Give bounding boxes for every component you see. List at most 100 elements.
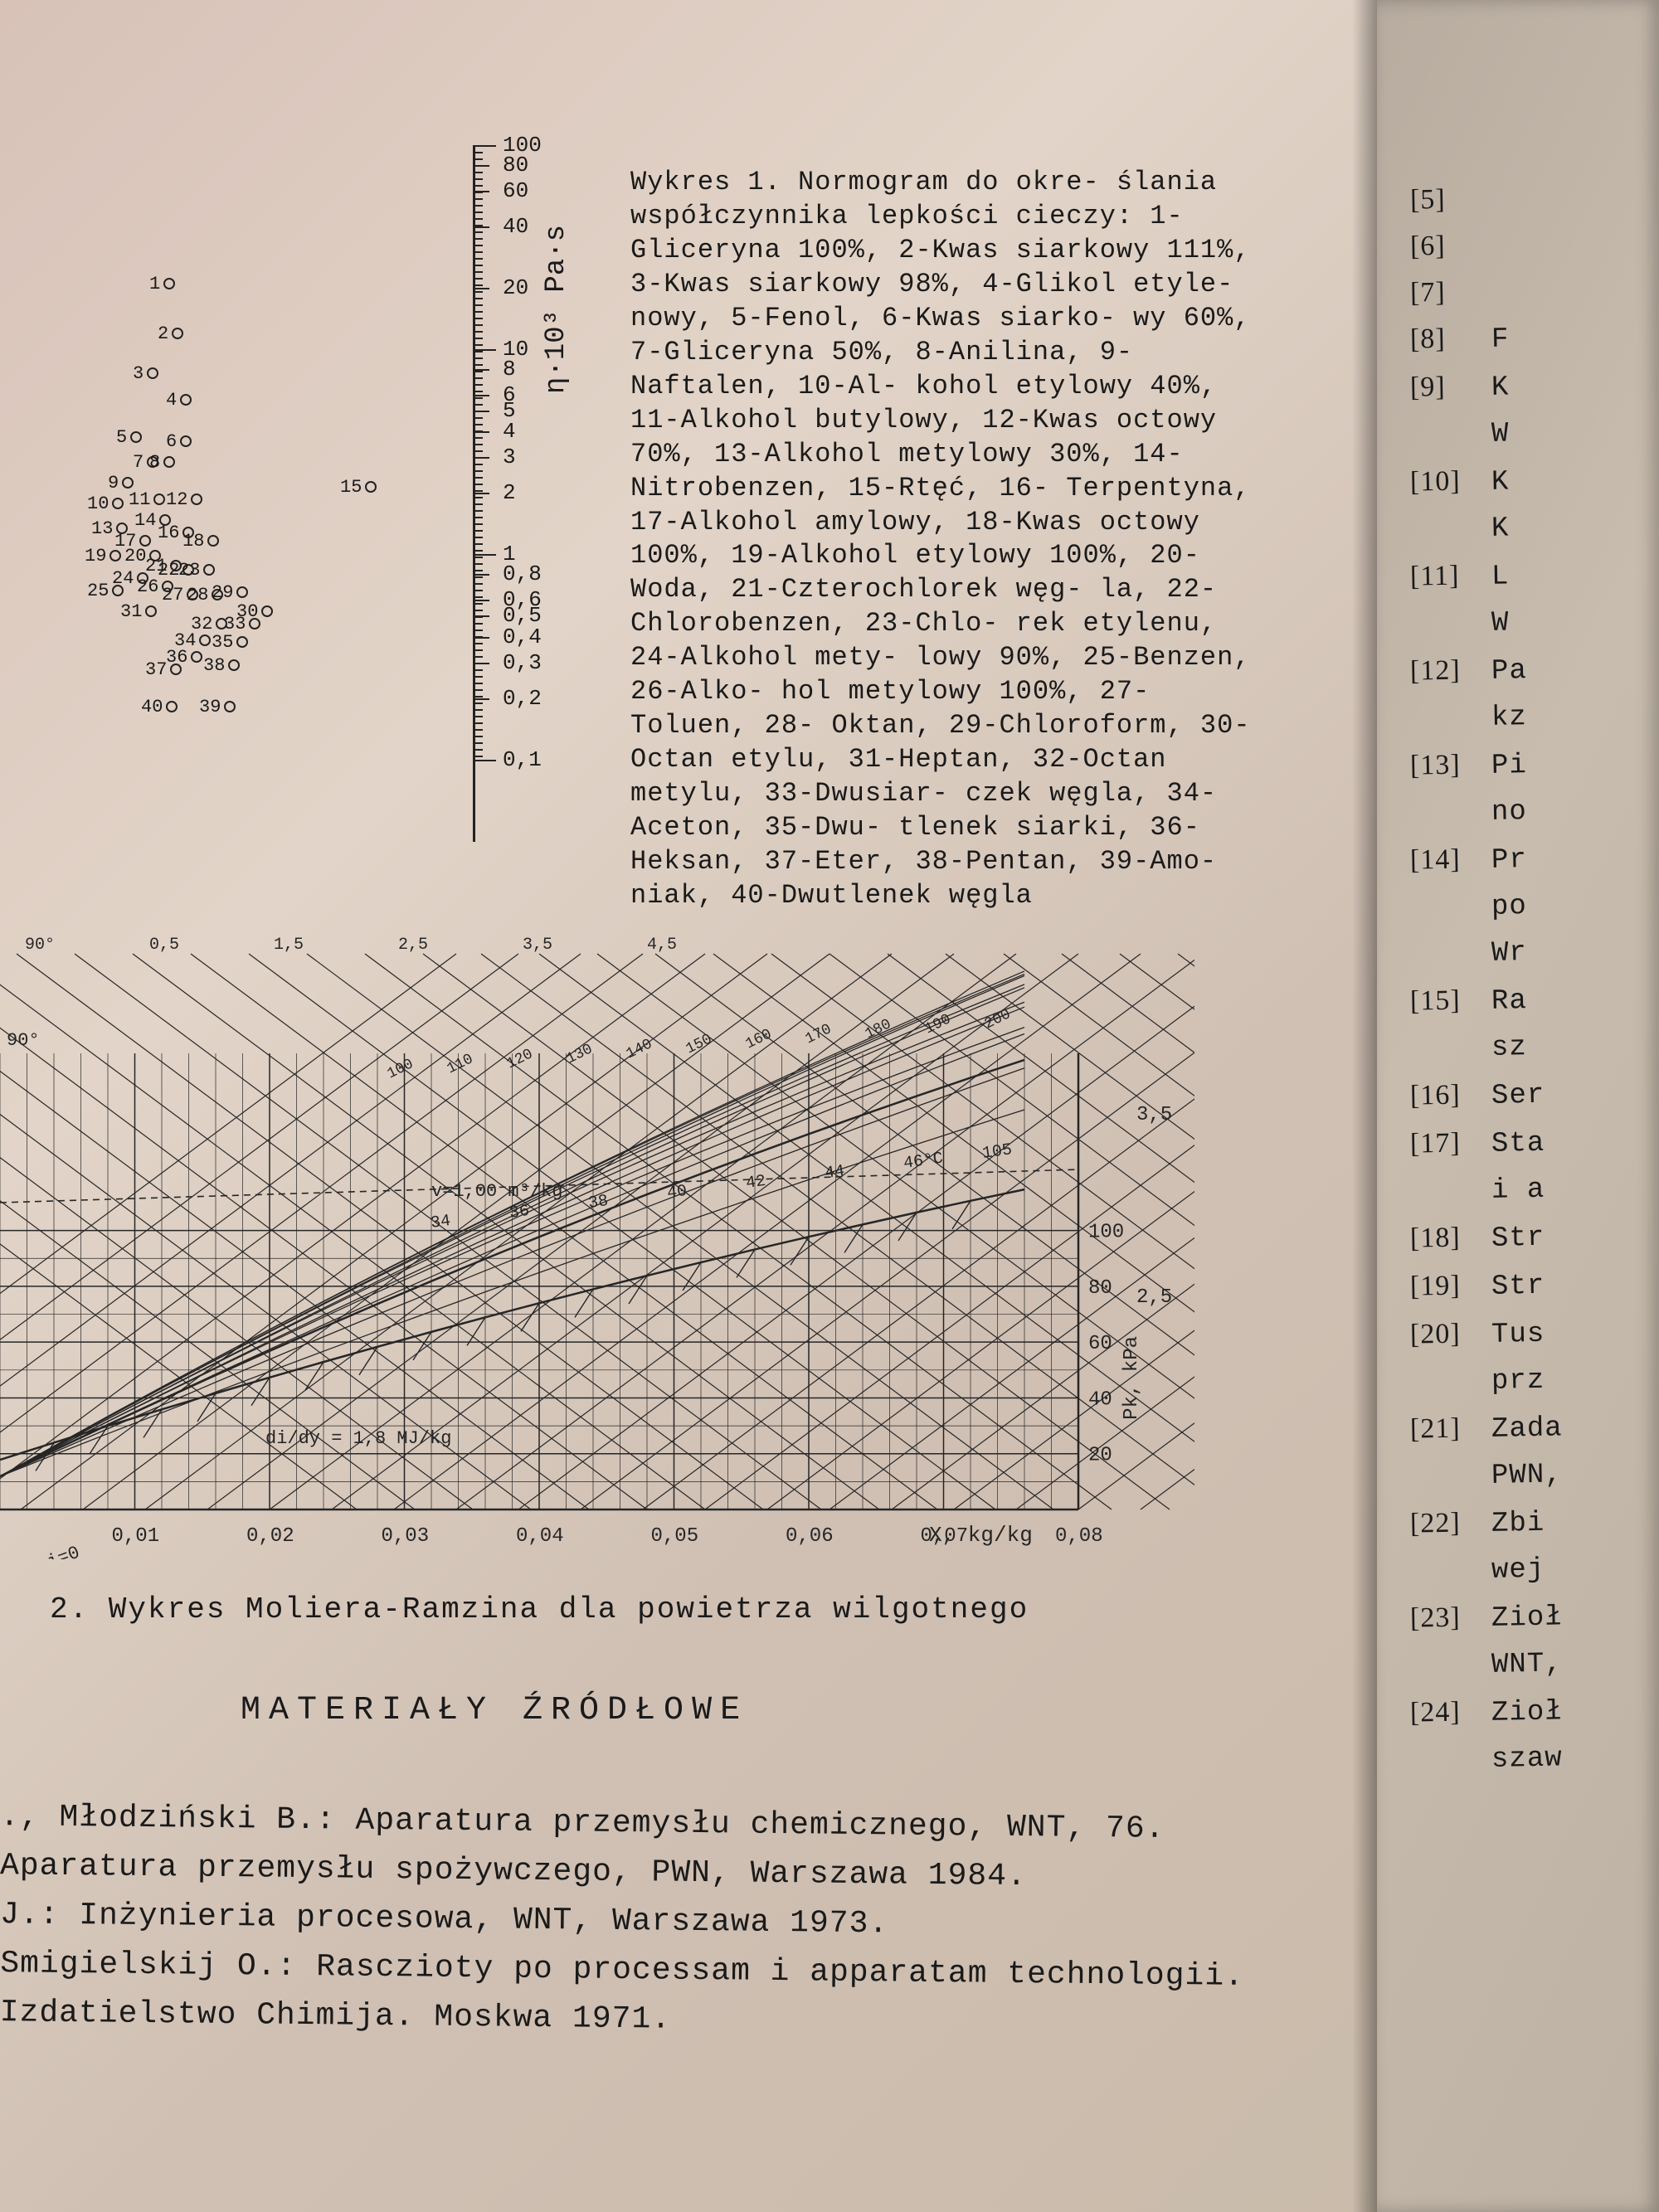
viscosity-tick	[473, 554, 496, 556]
reference-number: [20]	[1410, 1318, 1477, 1350]
figure1-body: ślania współczynnika lepkości cieczy: 1-…	[630, 167, 1251, 911]
scatter-point: 25	[87, 581, 124, 601]
svg-text:2,5: 2,5	[1136, 1286, 1172, 1309]
scatter-point: 15	[340, 477, 377, 498]
reference-number: [24]	[1410, 1696, 1477, 1728]
reference-text-fragment: PWN,	[1491, 1459, 1563, 1491]
reference-number: [19]	[1410, 1270, 1477, 1302]
reference-row: [9]K	[1410, 367, 1659, 405]
reference-number: [17]	[1410, 1127, 1477, 1159]
reference-text-fragment: Zada	[1491, 1412, 1563, 1445]
reference-row: [23]Zioł	[1410, 1598, 1659, 1636]
reference-number: [5]	[1410, 183, 1477, 216]
svg-text:140: 140	[624, 1036, 655, 1062]
figure1-description: Wykres 1. Normogram do okre- ślania wspó…	[630, 166, 1261, 913]
reference-text-fragment: Ser	[1491, 1080, 1545, 1112]
reference-row: wej	[1410, 1552, 1659, 1587]
reference-row: [24]Zioł	[1410, 1693, 1659, 1730]
reference-text-fragment: WNT,	[1491, 1648, 1563, 1680]
svg-text:150: 150	[684, 1031, 715, 1057]
svg-text:105: 105	[981, 1140, 1014, 1164]
reference-text-fragment: Str	[1491, 1271, 1545, 1303]
svg-text:0,05: 0,05	[651, 1525, 699, 1548]
viscosity-tick	[473, 600, 489, 601]
reference-row: [14]Pr	[1410, 840, 1659, 878]
reference-row: [15]Ra	[1410, 981, 1659, 1018]
scatter-point: 38	[203, 655, 240, 676]
svg-text:36: 36	[508, 1202, 531, 1223]
reference-number	[1410, 630, 1477, 631]
reference-number	[1410, 536, 1477, 537]
svg-text:60: 60	[1088, 1333, 1112, 1355]
scatter-point: 4	[166, 390, 192, 411]
reference-row: W	[1410, 605, 1659, 640]
reference-row: K	[1410, 510, 1659, 546]
svg-text:0,5: 0,5	[149, 936, 179, 955]
reference-text-fragment: K	[1491, 513, 1510, 545]
reference-number	[1410, 1388, 1477, 1389]
reference-number	[1410, 1672, 1477, 1673]
reference-number	[1410, 819, 1477, 820]
svg-text:46°C: 46°C	[902, 1149, 945, 1173]
svg-text:0,04: 0,04	[516, 1525, 564, 1548]
figure2-caption: 2. Wykres Moliera-Ramzina dla powietrza …	[50, 1592, 1029, 1626]
svg-text:X, kg/kg: X, kg/kg	[929, 1523, 1033, 1548]
viscosity-tick	[473, 698, 489, 700]
reference-row: [7]	[1410, 273, 1659, 309]
svg-text:di/dy = 1,8 MJ/kg: di/dy = 1,8 MJ/kg	[265, 1428, 451, 1449]
viscosity-unit-label: η·10³ Pa·s	[541, 225, 572, 394]
reference-text-fragment: Pa	[1491, 655, 1527, 688]
svg-text:0,01: 0,01	[112, 1525, 160, 1548]
reference-text-fragment: Zbi	[1491, 1508, 1545, 1540]
reference-row: W	[1410, 416, 1659, 451]
figure1-title: Wykres 1. Normogram do okre-	[630, 167, 1100, 197]
reference-row: [8]F	[1410, 319, 1659, 357]
mollier-svg: 0,010,020,030,040,050,060,070,0820406080…	[0, 904, 1194, 1559]
viscosity-tick-label: 2	[503, 480, 516, 505]
reference-number: [22]	[1410, 1507, 1477, 1539]
scatter-point: 12	[166, 489, 202, 510]
svg-text:0,08: 0,08	[1055, 1525, 1103, 1548]
source-entry: Smigielskij O.: Rasczioty po processam i…	[0, 1940, 1245, 2050]
reference-row: i a	[1410, 1172, 1659, 1208]
scatter-point: 19	[85, 546, 121, 566]
reference-number: [11]	[1410, 560, 1477, 592]
reference-text-fragment: po	[1491, 891, 1527, 923]
svg-text:90°: 90°	[7, 1030, 40, 1051]
viscosity-tick-label: 4	[503, 419, 516, 444]
reference-text-fragment: wej	[1491, 1554, 1545, 1587]
reference-number: [6]	[1410, 230, 1477, 262]
svg-text:0,03: 0,03	[382, 1525, 430, 1548]
viscosity-tick	[473, 493, 489, 494]
viscosity-tick	[473, 395, 489, 396]
scatter-point: 29	[212, 582, 248, 603]
reference-text-fragment: W	[1491, 419, 1510, 450]
viscosity-tick-label: 20	[503, 275, 528, 300]
reference-text-fragment: prz	[1491, 1365, 1545, 1398]
svg-text:0,02: 0,02	[246, 1525, 294, 1548]
reference-row: [17]Sta	[1410, 1124, 1659, 1161]
svg-text:4,5: 4,5	[647, 936, 677, 955]
reference-number	[1410, 914, 1477, 915]
reference-row: [10]K	[1410, 462, 1659, 499]
svg-text:170: 170	[803, 1021, 834, 1048]
reference-text-fragment: Ra	[1491, 985, 1527, 1018]
viscosity-tick-label: 3	[503, 445, 516, 469]
svg-text:1,5: 1,5	[274, 936, 304, 955]
svg-text:40: 40	[666, 1182, 688, 1203]
scatter-point: 18	[182, 531, 219, 552]
scatter-point: 23	[178, 560, 215, 581]
scatter-point: 35	[212, 632, 248, 653]
viscosity-tick-label: 0,2	[503, 686, 542, 711]
reference-row: no	[1410, 794, 1659, 829]
viscosity-tick-label: 0,3	[503, 650, 542, 675]
viscosity-tick-label: 0,4	[503, 625, 542, 649]
reference-row: [6]	[1410, 226, 1659, 262]
reference-row: PWN,	[1410, 1457, 1659, 1493]
svg-text:100: 100	[385, 1056, 416, 1082]
reference-text-fragment: Pi	[1491, 750, 1527, 782]
viscosity-tick-label: 80	[503, 153, 528, 177]
svg-text:130: 130	[564, 1041, 596, 1067]
scatter-point: 39	[199, 697, 236, 717]
reference-row: sz	[1410, 1029, 1659, 1065]
